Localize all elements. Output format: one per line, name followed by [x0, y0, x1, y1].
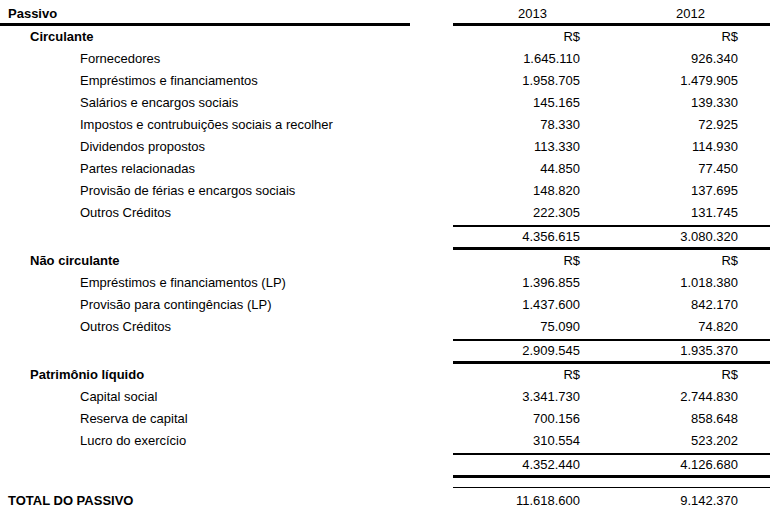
header-rule-left-segment — [0, 23, 410, 26]
value-2012: 137.695 — [580, 184, 738, 197]
value-2012: 74.820 — [580, 320, 738, 333]
currency-label: R$ — [430, 254, 580, 267]
total-2012: 9.142.370 — [580, 494, 738, 507]
subtotal-2012: 4.126.680 — [580, 458, 738, 471]
table-row: Partes relacionadas 44.850 77.450 — [0, 157, 770, 179]
column-header-passivo: Passivo — [0, 7, 430, 20]
table-row: Impostos e contrubuições sociais a recol… — [0, 113, 770, 135]
balance-sheet-liabilities: Passivo 2013 2012 Circulante R$ R$ Forne… — [0, 0, 770, 517]
row-label: Dividendos propostos — [0, 140, 430, 153]
table-row: Capital social 3.341.730 2.744.830 — [0, 385, 770, 407]
value-2013: 310.554 — [430, 434, 580, 447]
currency-label: R$ — [580, 30, 738, 43]
value-2013: 75.090 — [430, 320, 580, 333]
currency-label: R$ — [430, 30, 580, 43]
row-label: Outros Créditos — [0, 320, 430, 333]
subtotal-2013: 4.352.440 — [430, 458, 580, 471]
header-rule — [0, 23, 770, 26]
row-label: Impostos e contrubuições sociais a recol… — [0, 118, 430, 131]
currency-label: R$ — [580, 368, 738, 381]
table-row: Provisão para contingências (LP) 1.437.6… — [0, 293, 770, 315]
row-label: Salários e encargos sociais — [0, 96, 430, 109]
value-2012: 1.479.905 — [580, 74, 738, 87]
table-row: Salários e encargos sociais 145.165 139.… — [0, 91, 770, 113]
table-row: Empréstimos e financiamentos 1.958.705 1… — [0, 69, 770, 91]
row-label: Empréstimos e financiamentos — [0, 74, 430, 87]
row-label: Fornecedores — [0, 52, 430, 65]
table-row: Provisão de férias e encargos sociais 14… — [0, 179, 770, 201]
value-2013: 44.850 — [430, 162, 580, 175]
value-2012: 926.340 — [580, 52, 738, 65]
section-title: Patrimônio líquido — [0, 368, 430, 381]
table-row: Reserva de capital 700.156 858.648 — [0, 407, 770, 429]
table-row: Outros Créditos 222.305 131.745 — [0, 201, 770, 223]
value-2013: 148.820 — [430, 184, 580, 197]
total-label: TOTAL DO PASSIVO — [0, 494, 430, 507]
header-rule-right-segment — [453, 23, 770, 26]
row-label: Empréstimos e financiamentos (LP) — [0, 276, 430, 289]
table-row: Fornecedores 1.645.110 926.340 — [0, 47, 770, 69]
row-label: Provisão para contingências (LP) — [0, 298, 430, 311]
table-row: Empréstimos e financiamentos (LP) 1.396.… — [0, 271, 770, 293]
value-2013: 113.330 — [430, 140, 580, 153]
value-2012: 72.925 — [580, 118, 738, 131]
value-2013: 1.645.110 — [430, 52, 580, 65]
subtotal-2012: 3.080.320 — [580, 230, 738, 243]
row-label: Provisão de férias e encargos sociais — [0, 184, 430, 197]
column-header-year-2012: 2012 — [580, 7, 738, 20]
row-label: Reserva de capital — [0, 412, 430, 425]
value-2012: 1.018.380 — [580, 276, 738, 289]
value-2013: 222.305 — [430, 206, 580, 219]
subtotal-row-patrimonio-liquido: 4.352.440 4.126.680 — [0, 455, 770, 473]
row-label: Capital social — [0, 390, 430, 403]
column-header-year-2013: 2013 — [430, 7, 580, 20]
value-2013: 700.156 — [430, 412, 580, 425]
value-2012: 523.202 — [580, 434, 738, 447]
value-2012: 858.648 — [580, 412, 738, 425]
header-rule-gap — [410, 23, 453, 26]
value-2013: 1.437.600 — [430, 298, 580, 311]
section-header-circulante: Circulante R$ R$ — [0, 26, 770, 47]
total-row: TOTAL DO PASSIVO 11.618.600 9.142.370 — [0, 488, 770, 512]
table-row: Outros Créditos 75.090 74.820 — [0, 315, 770, 337]
section-header-patrimonio-liquido: Patrimônio líquido R$ R$ — [0, 364, 770, 385]
subtotal-2013: 4.356.615 — [430, 230, 580, 243]
subtotal-row-circulante: 4.356.615 3.080.320 — [0, 227, 770, 245]
value-2012: 77.450 — [580, 162, 738, 175]
total-2013: 11.618.600 — [430, 494, 580, 507]
row-label: Outros Créditos — [0, 206, 430, 219]
subtotal-2013: 2.909.545 — [430, 344, 580, 357]
section-header-nao-circulante: Não circulante R$ R$ — [0, 250, 770, 271]
section-title: Não circulante — [0, 254, 430, 267]
currency-label: R$ — [430, 368, 580, 381]
subtotal-row-nao-circulante: 2.909.545 1.935.370 — [0, 341, 770, 359]
value-2012: 114.930 — [580, 140, 738, 153]
subtotal-2012: 1.935.370 — [580, 344, 738, 357]
section-title: Circulante — [0, 30, 430, 43]
value-2013: 78.330 — [430, 118, 580, 131]
currency-label: R$ — [580, 254, 738, 267]
value-2012: 139.330 — [580, 96, 738, 109]
row-label: Lucro do exercício — [0, 434, 430, 447]
spacer — [0, 478, 770, 487]
row-label: Partes relacionadas — [0, 162, 430, 175]
value-2013: 1.396.855 — [430, 276, 580, 289]
value-2013: 3.341.730 — [430, 390, 580, 403]
value-2012: 842.170 — [580, 298, 738, 311]
value-2012: 131.745 — [580, 206, 738, 219]
value-2013: 145.165 — [430, 96, 580, 109]
value-2013: 1.958.705 — [430, 74, 580, 87]
table-row: Dividendos propostos 113.330 114.930 — [0, 135, 770, 157]
value-2012: 2.744.830 — [580, 390, 738, 403]
table-row: Lucro do exercício 310.554 523.202 — [0, 429, 770, 451]
table-header-row: Passivo 2013 2012 — [0, 4, 770, 23]
